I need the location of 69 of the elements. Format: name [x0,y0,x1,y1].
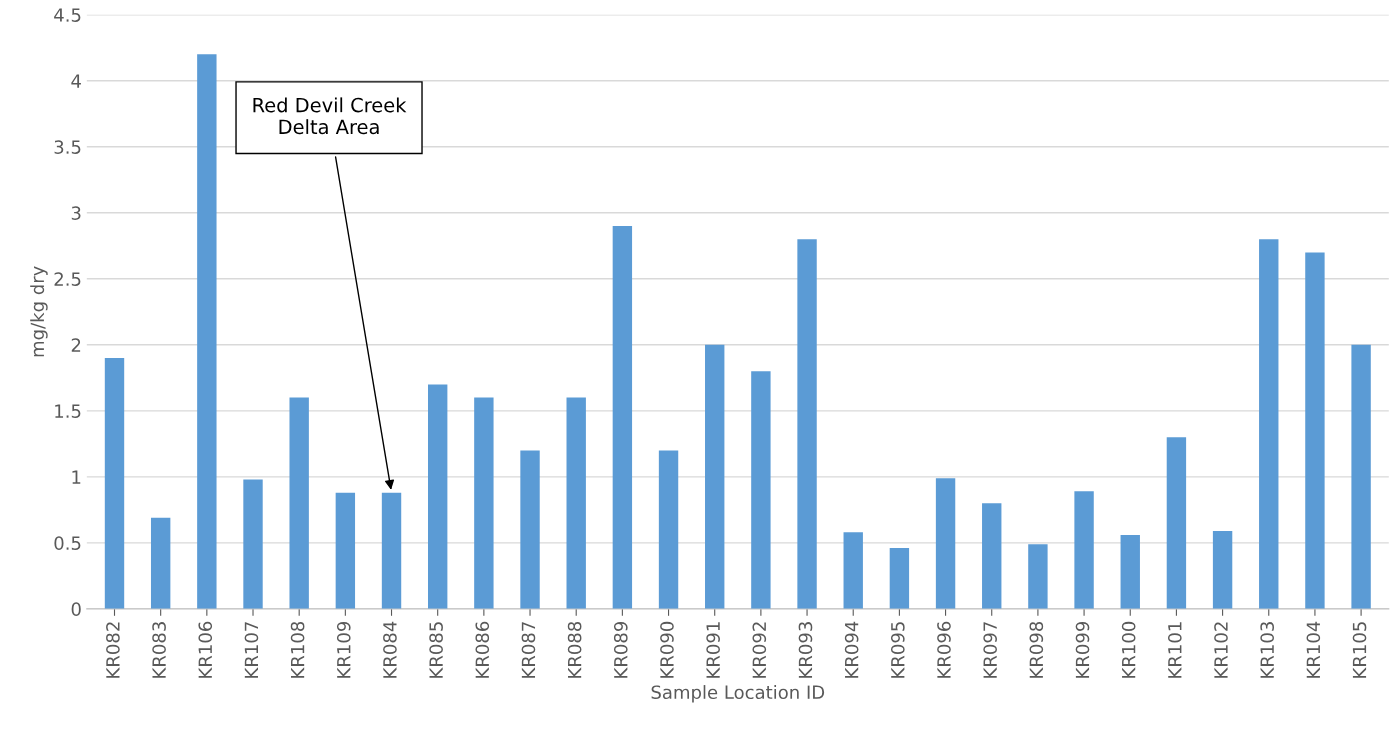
bar [658,450,679,609]
bar [751,371,771,609]
x-tick-label: KR093 [798,622,813,678]
x-tick-label: KR091 [706,622,720,678]
x-tick-label: KR097 [983,622,997,678]
y-tick-label: 0.5 [54,536,81,550]
bar [843,532,863,609]
bar [1028,544,1048,609]
x-tick-label: KR092 [752,622,767,678]
x-tick-label: KR094 [844,621,859,678]
bar [289,397,309,609]
x-tick-label: KR089 [613,621,628,678]
x-tick-label: KR087 [521,622,536,678]
bar [197,54,217,609]
bar [1259,239,1279,609]
bar [612,225,633,609]
bar [335,492,356,609]
x-tick-label: KR095 [890,622,905,678]
bar [797,239,817,609]
x-tick-label: KR084 [383,621,397,678]
x-tick-label: KR104 [1306,621,1321,678]
bar [1120,534,1140,609]
bar [1305,252,1325,609]
y-tick-label: 4 [71,74,81,88]
x-tick-label: KR096 [937,621,951,678]
x-tick-label: KR106 [198,621,213,678]
x-tick-label: KR082 [106,622,120,678]
x-tick-label: KR090 [660,621,674,678]
x-tick-label: KR099 [1075,621,1090,678]
bar [104,358,125,609]
bar [243,479,263,609]
bar [935,478,956,609]
bar [381,492,402,609]
bar [566,397,586,609]
x-tick-label: KR083 [152,622,166,678]
x-tick-label: KR088 [567,621,582,678]
y-tick-label: 1 [72,470,81,484]
x-tick-label: KR105 [1352,622,1367,678]
bar [474,397,494,609]
x-tick-label: KR100 [1121,621,1136,678]
bar [150,517,171,609]
x-tick-label: KR085 [429,622,443,678]
x-tick-label: KR107 [244,622,259,678]
y-tick-label: 0 [71,602,81,616]
x-tick-label: KR108 [290,621,305,678]
x-tick-label: KR102 [1214,622,1228,678]
bar [982,503,1002,609]
bar [1166,437,1187,609]
bar [705,344,725,609]
y-axis-title: mg/kg dry [30,266,48,357]
bar [428,384,448,609]
x-tick-label: KR086 [475,621,490,678]
x-tick-label: KR109 [336,621,351,678]
bar [1351,344,1371,609]
y-tick-label: 1.5 [55,404,81,418]
bar [1212,530,1233,609]
bar [1074,491,1094,609]
annotation: Red Devil Creek Delta Area [253,97,407,135]
y-tick-label: 2 [71,338,81,352]
x-tick-label: KR098 [1029,621,1044,678]
bar [520,450,540,609]
x-tick-label: KR101 [1168,622,1182,678]
y-tick-label: 4.5 [54,8,81,22]
y-tick-label: 2.5 [54,272,81,286]
y-tick-label: 3 [71,206,81,220]
x-axis-title: Sample Location ID [651,685,825,703]
x-tick-label: KR103 [1260,622,1274,678]
y-tick-label: 3.5 [54,140,81,154]
bar [889,548,910,609]
